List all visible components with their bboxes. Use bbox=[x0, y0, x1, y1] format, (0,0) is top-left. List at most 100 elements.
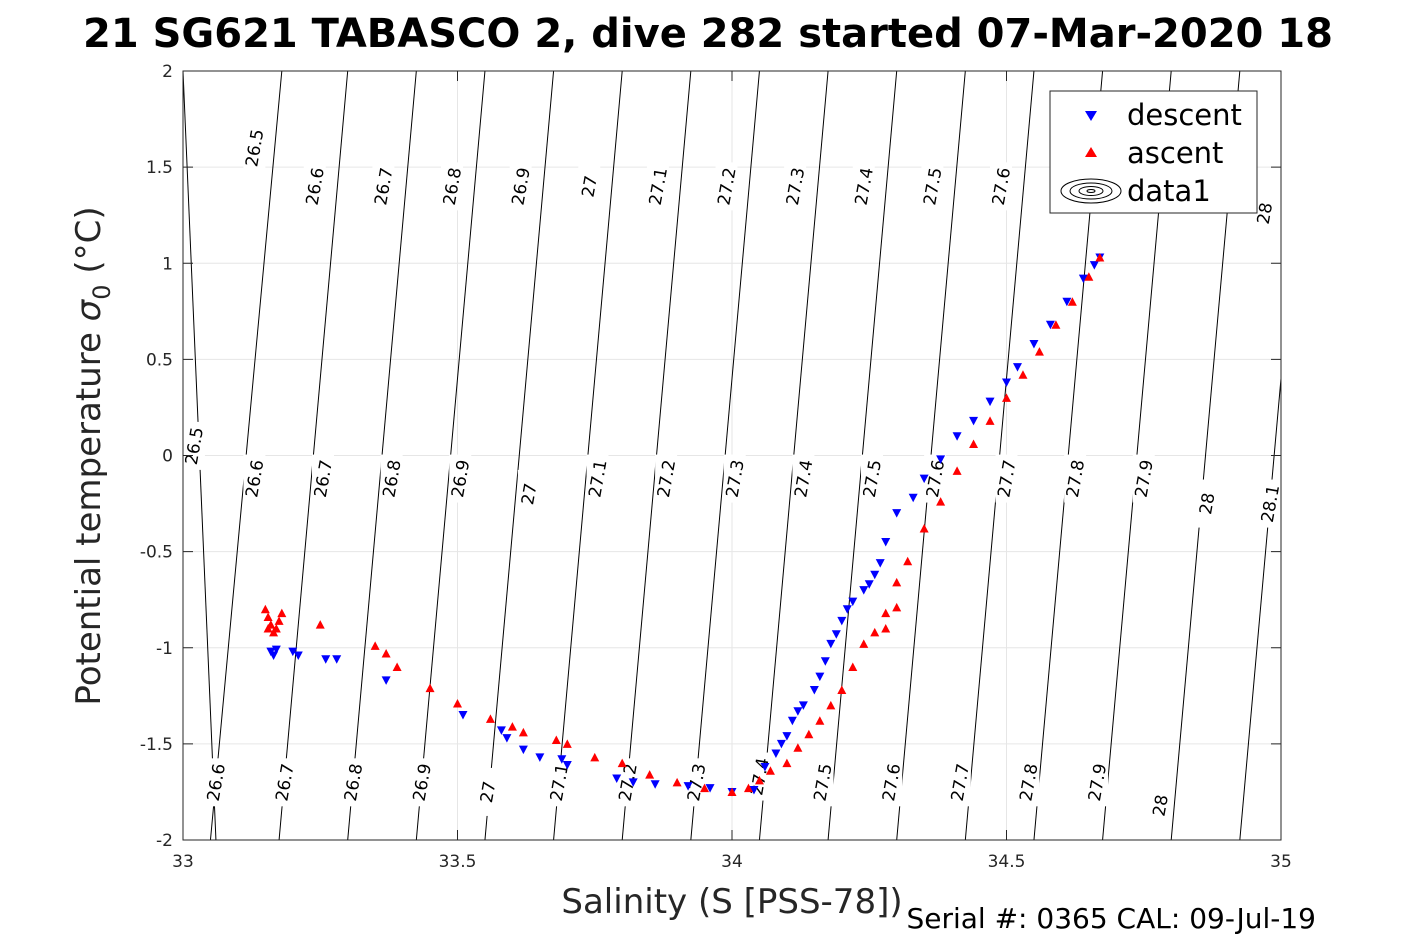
contour-label-bg bbox=[182, 421, 205, 470]
contour-label-bg bbox=[342, 758, 365, 807]
y-tick-label: -0.5 bbox=[140, 543, 173, 563]
legend-descent-marker bbox=[1085, 111, 1097, 121]
descent-point bbox=[892, 509, 902, 518]
contour-label: 28 bbox=[1196, 491, 1219, 516]
y-tick-label: 1 bbox=[162, 254, 173, 274]
legend-ascent-marker bbox=[1085, 147, 1097, 157]
contour-label-bg bbox=[646, 162, 669, 211]
contour-label-bg bbox=[811, 758, 834, 807]
density-contour-labels: 26.526.6 26.7 26.8 26.9 27 27.1 27.2 27.3 27.4 27… bbox=[182, 123, 1284, 830]
y-tick-label: -2 bbox=[156, 831, 173, 851]
descent-point bbox=[557, 755, 567, 764]
contour-label-bg bbox=[449, 454, 472, 503]
descent-point bbox=[381, 676, 391, 685]
descent-point bbox=[870, 570, 880, 580]
contour-label-bg bbox=[1253, 189, 1276, 238]
descent-point bbox=[683, 782, 693, 791]
x-tick-label: 34 bbox=[721, 852, 743, 872]
descent-point bbox=[776, 739, 786, 749]
contour-label-bg bbox=[548, 758, 571, 807]
contour-label-bg bbox=[715, 162, 738, 211]
ascent-point bbox=[815, 716, 825, 725]
ascent-point bbox=[782, 758, 792, 768]
ascent-point bbox=[952, 466, 962, 475]
ascent-point bbox=[837, 685, 847, 695]
y-tick-label: 0.5 bbox=[146, 350, 173, 370]
descent-point bbox=[985, 397, 995, 407]
descent-point bbox=[535, 753, 545, 762]
y-tick-label: -1 bbox=[156, 639, 173, 659]
ascent-point bbox=[743, 783, 753, 793]
ascent-point bbox=[936, 497, 946, 506]
ascent-point bbox=[1002, 393, 1011, 402]
contour-label-bg bbox=[924, 454, 947, 503]
y-tick-label: 2 bbox=[162, 62, 173, 82]
contour-label-bg bbox=[303, 162, 326, 211]
contour-label-bg bbox=[243, 454, 266, 503]
contour-label-bg bbox=[372, 162, 395, 211]
y-axis-label-unit: (°C) bbox=[69, 206, 109, 284]
contour-label-bg bbox=[792, 454, 815, 503]
descent-point bbox=[875, 559, 885, 568]
descent-point bbox=[502, 734, 512, 743]
descent-point bbox=[321, 655, 331, 664]
contour-label-bg bbox=[995, 454, 1018, 503]
legend: descent ascent data1 bbox=[1049, 90, 1258, 214]
y-axis-label: Potential temperature σ0 (°C) bbox=[69, 206, 116, 705]
ascent-point bbox=[881, 608, 891, 618]
ascent-point bbox=[1084, 272, 1094, 281]
descent-point bbox=[496, 726, 506, 735]
ascent-point bbox=[315, 620, 325, 629]
descent-point bbox=[782, 732, 792, 741]
ascent-point bbox=[1067, 297, 1077, 306]
ascent-point bbox=[859, 639, 869, 648]
legend-ascent-label: ascent bbox=[1127, 136, 1223, 170]
ascent-point bbox=[826, 700, 836, 710]
ascent-point bbox=[425, 683, 435, 693]
density-contour-line bbox=[484, 71, 555, 840]
descent-point bbox=[562, 761, 572, 770]
contour-label-bg bbox=[410, 758, 433, 807]
ascent-point bbox=[269, 627, 279, 637]
ascent-point bbox=[919, 524, 929, 533]
descent-point bbox=[518, 745, 528, 755]
descent-point bbox=[952, 432, 962, 441]
ascent-point bbox=[985, 416, 995, 425]
descent-point bbox=[771, 749, 781, 758]
x-axis-ticks: 33 33.5 34 34.5 35 bbox=[172, 71, 1292, 872]
descent-point bbox=[1045, 320, 1055, 330]
ascent-point bbox=[903, 556, 913, 566]
ascent-point bbox=[277, 608, 287, 618]
contour-label-bg bbox=[1132, 454, 1155, 503]
contour-label-bg bbox=[586, 454, 609, 503]
contour-label-bg bbox=[243, 123, 266, 172]
descent-point bbox=[705, 784, 715, 793]
ascent-point bbox=[892, 602, 902, 612]
descent-point bbox=[881, 538, 891, 547]
contour-label: 28 bbox=[1254, 201, 1277, 226]
legend-contour-icon bbox=[1060, 178, 1122, 204]
contour-label-bg bbox=[441, 162, 464, 211]
ascent-point bbox=[370, 641, 380, 650]
descent-point bbox=[820, 657, 830, 666]
ascent-point bbox=[1018, 370, 1028, 379]
contour-label-bg bbox=[1064, 454, 1087, 503]
descent-point bbox=[859, 586, 869, 595]
descent-point bbox=[936, 455, 946, 464]
descent-point bbox=[271, 645, 281, 655]
ascent-point bbox=[590, 752, 600, 762]
ascent-point bbox=[892, 577, 902, 587]
contour-label-bg bbox=[380, 454, 403, 503]
contour-label-bg bbox=[685, 758, 708, 807]
descent-point bbox=[826, 639, 836, 649]
descent-point bbox=[1062, 297, 1072, 307]
contour-label-bg bbox=[1017, 758, 1040, 807]
descent-point bbox=[749, 786, 759, 795]
ascent-point bbox=[793, 743, 803, 752]
descent-point bbox=[288, 647, 298, 657]
y-tick-label: -1.5 bbox=[140, 735, 173, 755]
descent-point bbox=[612, 774, 622, 783]
legend-data1-label: data1 bbox=[1127, 174, 1211, 208]
descent-point bbox=[293, 651, 303, 660]
ascent-point bbox=[263, 624, 273, 633]
